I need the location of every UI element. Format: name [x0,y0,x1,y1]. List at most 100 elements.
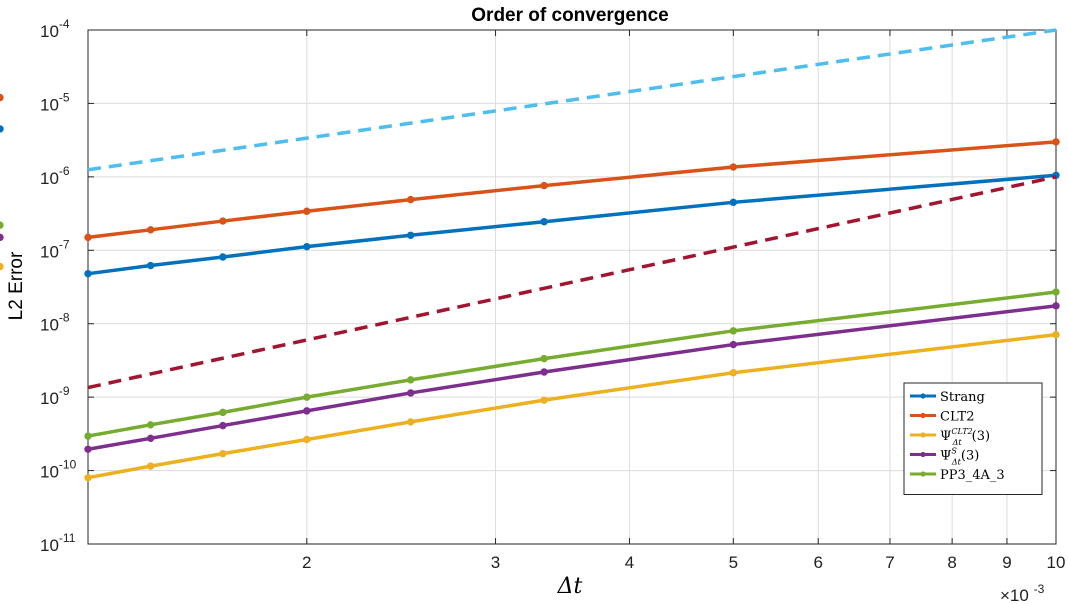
y-tick-base: 10 [40,95,59,114]
reference-slope-line [87,175,1057,390]
data-point [729,327,738,335]
data-point [406,231,415,239]
data-point [219,253,227,261]
data-point [303,435,311,444]
y-tick-exponent: -9 [59,384,70,398]
data-point [729,369,738,377]
data-point [84,233,92,242]
x-tick-label: 3 [491,553,500,572]
data-point [0,93,4,102]
data-point [146,434,155,443]
legend-entry: PP3_4A_3 [940,468,1005,483]
x-multiplier-exponent: -3 [1034,582,1045,596]
data-point [1052,288,1060,296]
x-tick-label: 4 [625,553,634,572]
data-point [303,407,311,415]
y-tick-exponent: -11 [59,531,76,545]
data-point [540,181,548,190]
legend-marker [920,451,926,458]
legend-entry-main: PP3_4A_3 [940,468,1005,483]
x-tick-label: 6 [813,553,822,572]
legend-entry-main: Ψ [940,429,951,444]
y-tick-exponent: -5 [59,90,70,104]
y-tick-label: 10-4 [40,17,70,41]
data-point [84,473,92,482]
legend-entry-tail: (3) [961,449,979,464]
plot-frame [87,29,1057,545]
y-tick-exponent: -6 [59,164,70,178]
legend-entry-main: Ψ [940,449,951,464]
data-point [540,396,548,404]
data-point [0,125,4,133]
y-tick-base: 10 [40,22,59,41]
x-axis-multiplier: ×10 -3 [1000,582,1045,604]
y-tick-label: 10-10 [40,458,77,482]
data-point [540,368,548,376]
legend-entry: ΨS Δt(3) [940,447,979,467]
data-point [1052,302,1060,310]
data-point [540,218,548,226]
x-axis-label: Δt [557,574,583,599]
y-tick-exponent: -7 [59,237,70,251]
legend-entry: CLT2 [940,410,974,425]
legend-entry-sup: S [951,447,957,456]
data-point [0,221,4,229]
legend-entry-sup: CLT2 [951,427,972,436]
legend-entry-tail: (3) [972,429,990,444]
y-tick-base: 10 [40,463,59,482]
data-point [219,449,227,458]
legend-box [903,382,1043,495]
data-point [146,261,155,270]
data-point [303,207,311,215]
data-point [540,354,548,363]
axis-ticks: 2 3 4 5 6 7 8 9 1010-1110-1010-910-810-710-610-5… [40,17,1065,572]
data-point [146,421,155,429]
data-point [219,217,227,225]
x-tick-label: 2 [302,553,311,572]
legend-entry-main: CLT2 [940,410,974,425]
data-point [303,242,311,251]
data-point [1052,138,1060,146]
y-tick-label: 10-11 [40,531,76,555]
legend-marker [920,412,926,419]
y-tick-base: 10 [40,316,59,335]
data-point [406,376,415,384]
y-tick-label: 10-6 [40,164,70,188]
y-tick-exponent: -8 [59,311,70,325]
reference-slope-line [87,28,1057,172]
data-point [219,408,227,417]
data-point [729,340,738,349]
data-point [1052,330,1060,339]
data-point [406,418,415,426]
x-tick-label: 7 [885,553,894,572]
data-point [729,163,738,171]
y-tick-base: 10 [40,169,59,188]
legend-marker [920,471,926,477]
series-line [87,304,1057,451]
data-point [84,269,92,278]
data-point [146,226,155,234]
legend-marker [920,432,926,438]
data-point [406,389,415,397]
data-point [219,421,227,430]
series-line [87,332,1057,480]
legend-entry-sub: Δt [952,438,963,447]
series-line [87,173,1057,276]
y-tick-base: 10 [40,536,59,555]
legend-entry: Strang [940,390,985,405]
y-tick-base: 10 [40,389,59,408]
data-point [406,195,415,204]
y-tick-exponent: -4 [59,17,70,31]
x-tick-label: 8 [947,553,956,572]
y-tick-label: 10-5 [40,90,70,114]
y-axis-label: L2 Error [6,251,27,320]
legend-entry: ΨCLT2 Δt (3) [940,427,990,447]
data-point [84,445,92,453]
y-tick-exponent: -10 [59,458,77,472]
legend-marker [920,393,926,399]
y-tick-base: 10 [40,242,59,261]
chart-title: Order of convergence [471,5,668,26]
